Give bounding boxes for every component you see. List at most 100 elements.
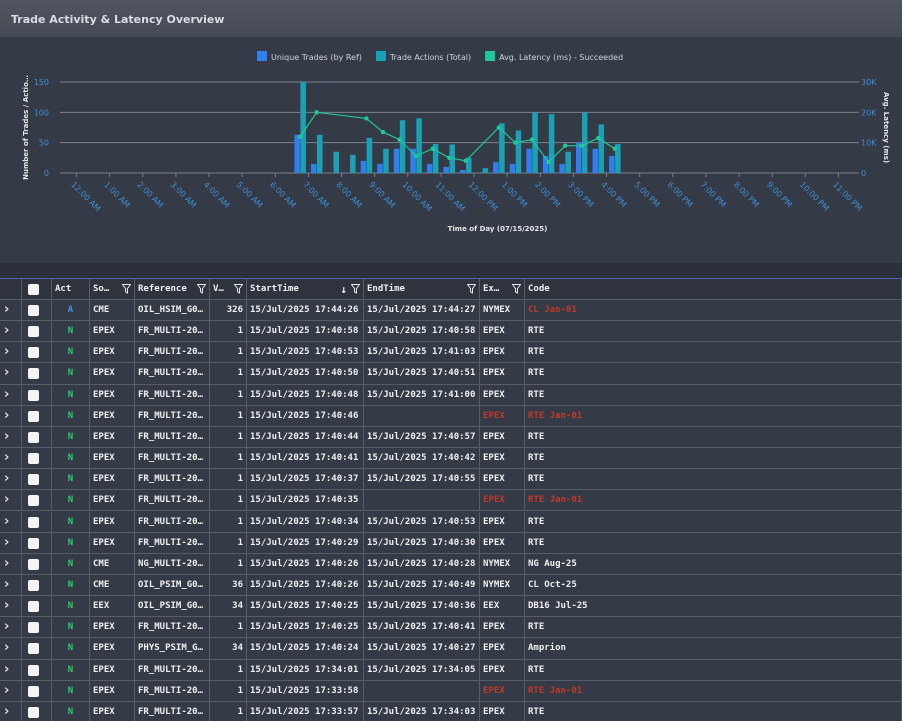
row-checkbox[interactable] (28, 558, 39, 570)
row-checkbox[interactable] (28, 410, 39, 422)
cell-start: 15/Jul/2025 17:40:34 (247, 511, 364, 533)
expand-toggle[interactable]: › (0, 701, 22, 721)
column-header[interactable]: V… (210, 279, 247, 300)
bar (393, 148, 400, 173)
row-checkbox-cell[interactable] (22, 342, 52, 364)
row-checkbox-cell[interactable] (22, 490, 52, 512)
row-checkbox-cell[interactable] (22, 469, 52, 491)
row-checkbox[interactable] (28, 305, 39, 316)
row-checkbox-cell[interactable] (22, 321, 52, 343)
expand-toggle[interactable]: › (0, 363, 22, 385)
row-checkbox[interactable] (28, 326, 39, 338)
row-checkbox[interactable] (28, 643, 39, 655)
row-checkbox-cell[interactable] (22, 300, 52, 322)
filter-icon[interactable] (197, 284, 206, 294)
expand-toggle[interactable]: › (0, 490, 22, 512)
row-checkbox-cell[interactable] (22, 511, 52, 533)
expand-toggle[interactable]: › (0, 321, 22, 343)
expand-toggle[interactable]: › (0, 426, 22, 449)
row-checkbox-cell[interactable] (22, 617, 52, 639)
row-checkbox[interactable] (28, 453, 39, 465)
row-checkbox-cell[interactable] (22, 363, 52, 385)
expand-toggle[interactable]: › (0, 532, 22, 554)
expand-toggle[interactable]: › (0, 469, 22, 491)
legend-swatch (375, 51, 386, 61)
cell-reference: FR_MULTI-20… (135, 659, 210, 681)
expand-toggle[interactable]: › (0, 596, 22, 618)
row-checkbox[interactable] (28, 474, 39, 486)
bar (443, 166, 449, 173)
row-checkbox[interactable] (28, 601, 39, 613)
column-header[interactable]: Code (525, 279, 902, 300)
cell-start: 15/Jul/2025 17:40:26 (247, 574, 364, 597)
expand-toggle[interactable]: › (0, 659, 22, 681)
bar (548, 114, 555, 173)
row-checkbox[interactable] (28, 368, 39, 380)
expand-toggle[interactable]: › (0, 680, 22, 702)
expand-toggle[interactable]: › (0, 511, 22, 533)
row-checkbox-cell[interactable] (22, 532, 52, 554)
column-header[interactable]: So… (90, 279, 135, 300)
column-header[interactable]: StartTime ↓ (247, 279, 364, 300)
cell-start: 15/Jul/2025 17:40:24 (247, 638, 364, 660)
filter-icon[interactable] (467, 284, 476, 294)
cell-code: RTE (525, 617, 902, 639)
row-checkbox[interactable] (28, 431, 39, 443)
row-checkbox[interactable] (28, 664, 39, 676)
row-checkbox-cell[interactable] (22, 680, 52, 702)
expand-toggle[interactable]: › (0, 384, 22, 406)
row-checkbox[interactable] (28, 706, 39, 718)
row-checkbox[interactable] (28, 516, 39, 528)
row-checkbox-cell[interactable] (22, 701, 52, 721)
row-checkbox[interactable] (28, 537, 39, 549)
expand-toggle[interactable]: › (0, 638, 22, 660)
row-checkbox-cell[interactable] (22, 405, 52, 427)
select-all-checkbox[interactable] (28, 284, 39, 295)
chevron: › (4, 513, 10, 529)
cell-reference: FR_MULTI-20… (135, 321, 210, 343)
cell-exchange: EPEX (480, 405, 525, 427)
cell-code: RTE Jan-01 (525, 405, 902, 427)
row-checkbox[interactable] (28, 579, 39, 591)
row-checkbox-cell[interactable] (22, 638, 52, 660)
filter-icon[interactable] (122, 284, 131, 294)
cell-volume: 1 (210, 490, 247, 512)
filter-icon[interactable] (351, 284, 360, 294)
row-checkbox[interactable] (28, 495, 39, 507)
y2-tick-label: 0 (861, 169, 866, 178)
cell-source: EPEX (90, 342, 135, 364)
expand-toggle[interactable]: › (0, 617, 22, 639)
cell-start: 15/Jul/2025 17:33:57 (247, 701, 364, 721)
cell-volume: 1 (210, 405, 247, 427)
row-checkbox-cell[interactable] (22, 596, 52, 618)
row-checkbox-cell[interactable] (22, 553, 52, 575)
row-checkbox-cell[interactable] (22, 448, 52, 470)
row-checkbox-cell[interactable] (22, 574, 52, 597)
bar (377, 163, 383, 173)
row-checkbox[interactable] (28, 347, 39, 359)
bar (515, 130, 522, 173)
expand-toggle[interactable]: › (0, 342, 22, 364)
sort-icon[interactable]: ↓ (340, 283, 347, 296)
row-checkbox-cell[interactable] (22, 426, 52, 449)
panel-header: Trade Activity & Latency Overview (0, 0, 902, 37)
expand-toggle[interactable]: › (0, 405, 22, 427)
expand-toggle[interactable]: › (0, 553, 22, 575)
filter-icon[interactable] (234, 284, 243, 294)
filter-icon[interactable] (512, 284, 521, 294)
expand-toggle[interactable]: › (0, 448, 22, 470)
column-header[interactable]: Act (52, 279, 90, 300)
row-checkbox-cell[interactable] (22, 384, 52, 406)
column-header[interactable]: Ex… (480, 279, 525, 300)
y-axis-title: Number of Trades / Actio… (22, 75, 30, 180)
row-checkbox[interactable] (28, 685, 39, 697)
cell-exchange: NYMEX (480, 300, 525, 322)
row-checkbox[interactable] (28, 389, 39, 401)
expand-toggle[interactable]: › (0, 574, 22, 597)
expand-toggle[interactable]: › (0, 300, 22, 322)
row-checkbox-cell[interactable] (22, 659, 52, 681)
cell-source: EPEX (90, 680, 135, 702)
row-checkbox[interactable] (28, 622, 39, 634)
column-header[interactable]: EndTime (364, 279, 480, 300)
column-header[interactable]: Reference (135, 279, 210, 300)
